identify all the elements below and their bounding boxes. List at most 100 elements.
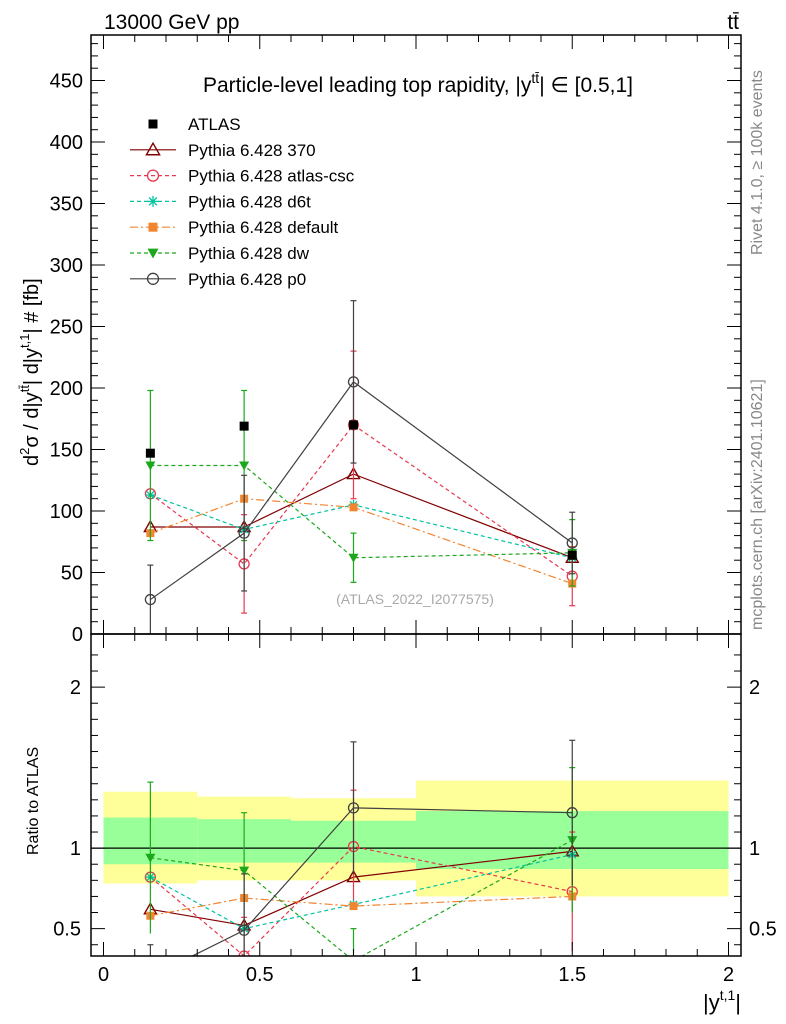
ratio-point bbox=[239, 866, 250, 876]
analysis-id: (ATLAS_2022_I2077575) bbox=[336, 591, 494, 607]
y-tick-label: 150 bbox=[50, 440, 83, 462]
y-label-sup-t1: t,1 bbox=[17, 334, 32, 348]
y-tick-label: 300 bbox=[50, 255, 83, 277]
process-label: tt̄ bbox=[727, 11, 739, 34]
series-pythia-6-428-dw bbox=[145, 389, 578, 587]
y-tick-label: 0 bbox=[72, 624, 83, 646]
legend-marker bbox=[145, 141, 161, 156]
series-line bbox=[150, 381, 573, 601]
legend-item: ATLAS bbox=[148, 115, 241, 134]
legend-marker bbox=[148, 222, 158, 232]
series-pythia-6-428-p0 bbox=[144, 300, 578, 634]
y-tick-label: 100 bbox=[50, 501, 83, 523]
y-label-d: d bbox=[21, 455, 43, 466]
legend-item: Pythia 6.428 d6t bbox=[130, 192, 311, 211]
series-line bbox=[150, 498, 573, 585]
ratio-tick-label-right: 1 bbox=[749, 838, 760, 860]
data-point bbox=[349, 503, 358, 512]
legend-marker bbox=[146, 169, 160, 182]
y-tick-label: 50 bbox=[61, 563, 83, 585]
ratio-point bbox=[347, 802, 360, 814]
series-pythia-6-428-default bbox=[146, 494, 577, 588]
x-tick-label: 1 bbox=[410, 964, 421, 986]
energy-label: 13000 GeV pp bbox=[104, 11, 239, 34]
series-pythia-6-428-atlas-csc bbox=[144, 350, 578, 614]
y-tick-label: 400 bbox=[50, 132, 83, 154]
data-point bbox=[238, 527, 250, 539]
main-plot-panel: 0 50 100 150 200 250 300 350 400 450 Particle-lev… bbox=[17, 34, 742, 646]
x-axis-label: |yt,1| bbox=[703, 987, 741, 1015]
ratio-tick-label-right: 0.5 bbox=[749, 919, 777, 941]
mcplots-watermark: mcplots.cern.ch [arXiv:2401.10621] bbox=[749, 379, 766, 630]
ratio-plot-panel: 0.5 0.5 1 1 2 2 0 0.5 1 1.5 2 Ratio to ATLAS bbox=[25, 633, 777, 986]
legend-label: Pythia 6.428 dw bbox=[188, 244, 310, 263]
ratio-point bbox=[238, 924, 250, 936]
data-point bbox=[145, 461, 156, 471]
data-point bbox=[348, 553, 359, 563]
x-label-main: |y bbox=[703, 990, 720, 1015]
x-label-sup: t,1 bbox=[720, 987, 736, 1003]
legend-marker bbox=[147, 195, 159, 207]
x-tick-label: 0 bbox=[98, 964, 109, 986]
series-line bbox=[150, 494, 573, 559]
series-pythia-6-428-370 bbox=[143, 466, 580, 563]
ratio-line bbox=[150, 895, 573, 917]
ratio-line bbox=[149, 845, 573, 956]
plot-title-prefix: Particle-level leading top rapidity, |y bbox=[203, 74, 532, 97]
ratio-tick-label-left: 1 bbox=[70, 838, 81, 860]
y-tick-label: 450 bbox=[50, 71, 83, 93]
legend-item: Pythia 6.428 p0 bbox=[130, 270, 306, 289]
y-label-sup-tt: tt̄ bbox=[17, 385, 32, 393]
series-line bbox=[150, 424, 573, 577]
y-label-sup2: 2 bbox=[17, 448, 32, 455]
ratio-point bbox=[349, 957, 359, 966]
legend-item: Pythia 6.428 default bbox=[130, 218, 339, 237]
y-tick-label: 350 bbox=[50, 194, 83, 216]
rivet-watermark: Rivet 4.1.0, ≥ 100k events bbox=[749, 70, 766, 255]
series-atlas bbox=[145, 420, 577, 560]
series-line bbox=[150, 464, 573, 559]
x-tick-label: 1.5 bbox=[558, 964, 586, 986]
legend-label: Pythia 6.428 370 bbox=[188, 141, 316, 160]
legend-label: ATLAS bbox=[188, 115, 241, 134]
atlas-data-point bbox=[349, 420, 358, 430]
data-point bbox=[347, 376, 360, 388]
ratio-point bbox=[145, 972, 155, 982]
ratio-tick-label-right: 2 bbox=[749, 677, 760, 699]
data-point bbox=[566, 537, 578, 549]
plot-title-sup: tt̄ bbox=[531, 70, 539, 86]
x-label-end: | bbox=[735, 990, 741, 1015]
series-line bbox=[150, 473, 573, 559]
data-point bbox=[144, 593, 157, 606]
atlas-data-point bbox=[145, 448, 155, 458]
series-pythia-6-428-d6t bbox=[145, 490, 578, 563]
ratio-tick-label-left: 2 bbox=[70, 677, 81, 699]
legend-marker bbox=[147, 248, 159, 259]
y-tick-label: 250 bbox=[50, 317, 83, 339]
legend-label: Pythia 6.428 atlas-csc bbox=[188, 167, 355, 186]
y-label-sigma: σ / d|y bbox=[21, 392, 43, 447]
legend: ATLAS Pythia 6.428 370 Pythia 6.428 atlas-… bbox=[130, 115, 355, 289]
ratio-line bbox=[150, 853, 573, 930]
ratio-point bbox=[566, 807, 578, 819]
ratio-point bbox=[145, 853, 156, 863]
atlas-data-point bbox=[567, 550, 577, 560]
y-tick-label: 200 bbox=[50, 378, 83, 400]
x-tick-label: 0.5 bbox=[246, 964, 274, 986]
legend-label: Pythia 6.428 p0 bbox=[188, 270, 306, 289]
atlas-data-point bbox=[239, 421, 249, 431]
x-tick-label: 2 bbox=[723, 964, 734, 986]
plot-title: Particle-level leading top rapidity, |yt… bbox=[203, 70, 633, 97]
legend-label: Pythia 6.428 d6t bbox=[188, 192, 311, 211]
y-axis-label: d2σ / d|ytt̄| d|yt,1| # [fb] bbox=[17, 278, 43, 466]
star-stroke bbox=[148, 197, 158, 206]
ratio-tick-label-left: 0.5 bbox=[53, 919, 81, 941]
legend-label: Pythia 6.428 default bbox=[188, 218, 339, 237]
y-label-mid: | d|y bbox=[21, 348, 43, 385]
ratio-series-pythia-6-428-default bbox=[146, 892, 577, 920]
plot-title-suffix: | ∈ [0.5,1] bbox=[539, 74, 633, 97]
legend-marker bbox=[146, 272, 160, 285]
legend-item: Pythia 6.428 370 bbox=[130, 141, 316, 160]
data-point bbox=[239, 461, 250, 471]
